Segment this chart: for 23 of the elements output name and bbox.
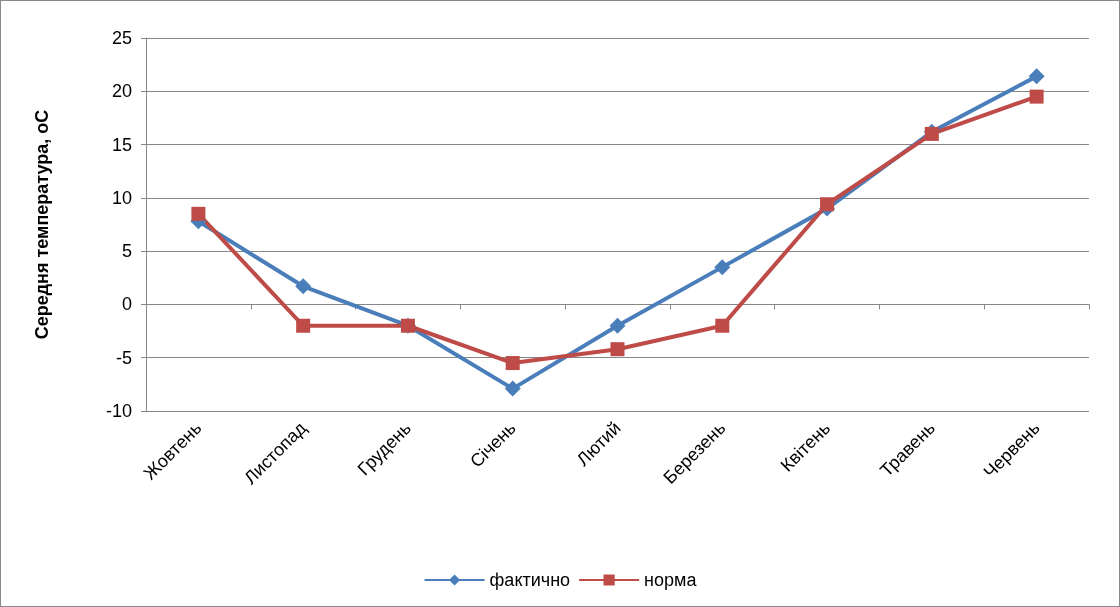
point: [1028, 68, 1045, 85]
point: [610, 342, 625, 357]
point: [820, 197, 835, 212]
point: [609, 317, 626, 334]
legend-label: норма: [644, 570, 698, 590]
point: [191, 206, 206, 221]
y-tick-label: 10: [111, 187, 132, 208]
y-tick-label: 0: [121, 294, 132, 315]
legend-label: фактично: [489, 570, 571, 590]
y-tick-label: 25: [111, 28, 132, 48]
point: [505, 356, 520, 371]
y-tick-label: -10: [105, 401, 132, 421]
point: [1029, 89, 1044, 104]
y-tick-label: 15: [111, 134, 132, 155]
point: [714, 259, 731, 276]
point: [715, 318, 730, 333]
point: [504, 380, 521, 397]
y-tick-label: 5: [121, 241, 132, 262]
y-tick-label: 20: [111, 81, 132, 102]
point: [295, 278, 312, 295]
point: [296, 318, 311, 333]
y-axis-title: Середня температура, оС: [32, 109, 52, 340]
y-tick-label: -5: [115, 347, 132, 368]
